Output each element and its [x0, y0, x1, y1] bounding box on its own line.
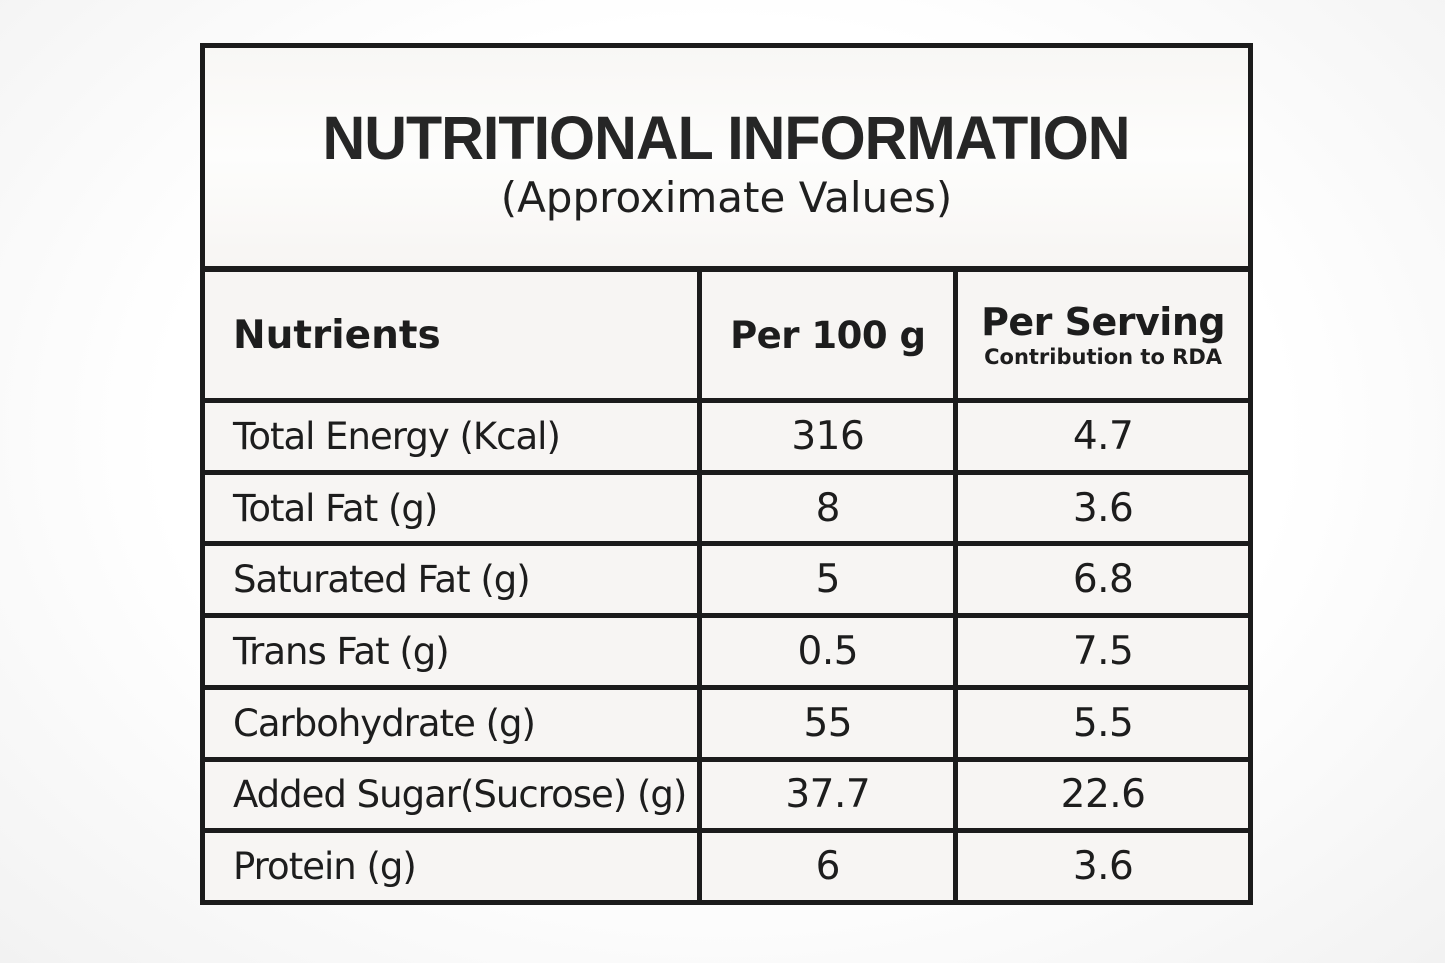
nutrient-name-cell: Total Fat (g) — [205, 474, 698, 542]
per-100g-value-cell: 37.7 — [702, 761, 954, 829]
nutrient-name-cell: Protein (g) — [205, 833, 698, 900]
nutrition-label: NUTRITIONAL INFORMATION (Approximate Val… — [200, 43, 1253, 905]
per-serving-value-cell: 5.5 — [958, 689, 1248, 757]
per-100g-value-cell: 6 — [702, 833, 954, 900]
per-serving-value-cell: 3.6 — [958, 474, 1248, 542]
contribution-to-rda-label: Contribution to RDA — [984, 344, 1223, 369]
nutrient-name-cell: Total Energy (Kcal) — [205, 403, 698, 470]
column-header-per-serving: Per Serving Contribution to RDA — [958, 272, 1248, 398]
per-serving-value-cell: 22.6 — [958, 761, 1248, 829]
per-100g-value-cell: 55 — [702, 689, 954, 757]
per-serving-value-cell: 4.7 — [958, 403, 1248, 470]
label-title: NUTRITIONAL INFORMATION — [322, 103, 1131, 172]
nutrient-name-cell: Added Sugar(Sucrose) (g) — [205, 761, 698, 829]
per-serving-value-cell: 7.5 — [958, 618, 1248, 685]
nutrient-name-cell: Saturated Fat (g) — [205, 546, 698, 614]
nutrient-name-cell: Carbohydrate (g) — [205, 689, 698, 757]
column-header-nutrients: Nutrients — [205, 272, 698, 398]
label-header: NUTRITIONAL INFORMATION (Approximate Val… — [205, 48, 1248, 272]
per-serving-label: Per Serving — [981, 299, 1226, 344]
column-header-per-100g: Per 100 g — [702, 272, 954, 398]
per-100g-value-cell: 8 — [702, 474, 954, 542]
per-100g-value-cell: 316 — [702, 403, 954, 470]
per-serving-value-cell: 6.8 — [958, 546, 1248, 614]
per-serving-value-cell: 3.6 — [958, 833, 1248, 900]
per-100g-value-cell: 5 — [702, 546, 954, 614]
nutrition-table: Nutrients Per 100 g Per Serving Contribu… — [205, 272, 1248, 900]
nutrient-name-cell: Trans Fat (g) — [205, 618, 698, 685]
label-subtitle: (Approximate Values) — [500, 172, 953, 222]
per-100g-value-cell: 0.5 — [702, 618, 954, 685]
